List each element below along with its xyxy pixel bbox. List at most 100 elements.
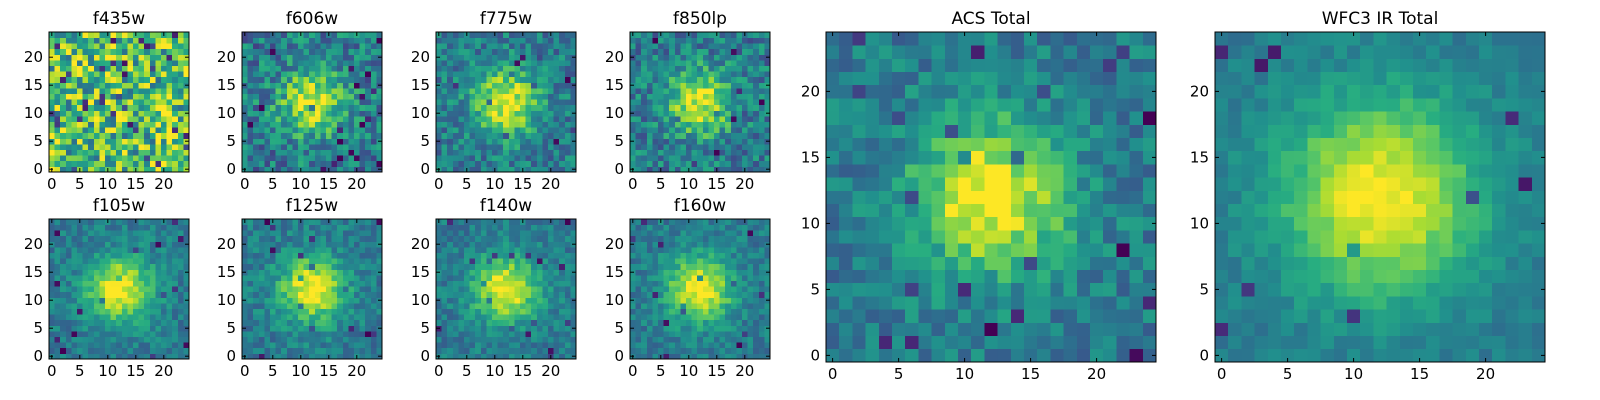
heatmap-cell xyxy=(298,319,304,326)
heatmap-cell xyxy=(536,88,543,94)
heatmap-cell xyxy=(177,252,184,259)
heatmap-cell xyxy=(292,280,299,287)
heatmap-cell xyxy=(1063,150,1078,165)
heatmap-cell xyxy=(286,132,293,139)
heatmap-cell xyxy=(127,32,134,38)
heatmap-cell xyxy=(161,325,167,332)
heatmap-cell xyxy=(742,155,748,162)
heatmap-cell xyxy=(1439,71,1453,86)
heatmap-cell xyxy=(686,48,692,55)
heatmap-cell xyxy=(161,132,167,139)
heatmap-cell xyxy=(320,110,327,117)
heatmap-cell xyxy=(635,93,642,100)
heatmap-cell xyxy=(116,219,123,225)
heatmap-cell xyxy=(630,93,636,100)
heatmap-cell xyxy=(253,104,260,111)
heatmap-cell xyxy=(144,241,151,248)
heatmap-cell xyxy=(149,43,156,50)
heatmap-cell xyxy=(298,93,304,100)
heatmap-cell xyxy=(1320,190,1335,204)
heatmap-cell xyxy=(110,65,117,72)
heatmap-cell xyxy=(65,325,72,332)
heatmap-cell xyxy=(303,82,310,89)
heatmap-cell xyxy=(1228,282,1242,297)
heatmap-cell xyxy=(331,314,338,321)
heatmap-cell xyxy=(127,37,134,44)
heatmap-cell xyxy=(172,353,179,360)
heatmap-cell xyxy=(54,166,61,173)
heatmap-cell xyxy=(342,144,349,150)
heatmap-cell xyxy=(486,132,493,139)
heatmap-cell xyxy=(635,166,642,173)
heatmap-cell xyxy=(370,104,377,111)
heatmap-cell xyxy=(320,127,327,134)
heatmap-cell xyxy=(365,353,372,360)
heatmap-cell xyxy=(553,48,560,55)
heatmap-cell xyxy=(275,155,282,162)
heatmap-cell xyxy=(1050,190,1064,204)
heatmap-cell xyxy=(536,99,543,106)
heatmap-cell xyxy=(1215,256,1229,270)
heatmap-cell xyxy=(65,303,72,309)
heatmap-cell xyxy=(155,54,162,61)
heatmap-cell xyxy=(747,65,754,72)
heatmap-cell xyxy=(508,116,515,122)
heatmap-cell xyxy=(121,269,128,276)
heatmap-cell xyxy=(1294,137,1308,152)
heatmap-cell xyxy=(161,303,167,309)
heatmap-cell xyxy=(725,43,732,50)
heatmap-cell xyxy=(1294,32,1308,46)
heatmap-cell xyxy=(99,247,106,253)
heatmap-cell xyxy=(1307,137,1321,152)
heatmap-cell xyxy=(99,297,106,304)
heatmap-cell xyxy=(77,88,83,94)
heatmap-cell xyxy=(826,256,840,270)
heatmap-cell xyxy=(742,37,748,44)
heatmap-cell xyxy=(303,331,310,337)
heatmap-cell xyxy=(314,82,321,89)
heatmap-cell xyxy=(275,60,282,66)
heatmap-cell xyxy=(348,132,355,139)
heatmap-cell xyxy=(275,110,282,117)
heatmap-cell xyxy=(1347,243,1361,257)
heatmap-cell xyxy=(469,88,476,94)
heatmap-cell xyxy=(1426,58,1440,72)
heatmap-cell xyxy=(1228,98,1242,112)
heatmap-cell xyxy=(314,308,321,315)
heatmap-cell xyxy=(1452,137,1467,152)
heatmap-cell xyxy=(918,190,932,204)
heatmap-cell xyxy=(1399,58,1414,72)
heatmap-cell xyxy=(548,99,554,106)
heatmap-cell xyxy=(1307,124,1321,138)
heatmap-cell xyxy=(918,296,932,310)
heatmap-cell xyxy=(1399,256,1414,270)
heatmap-cell xyxy=(303,325,310,332)
heatmap-cell xyxy=(172,37,179,44)
heatmap-cell xyxy=(264,54,271,61)
heatmap-cell xyxy=(753,144,760,150)
heatmap-cell xyxy=(1360,348,1374,363)
heatmap-cell xyxy=(93,291,100,298)
heatmap-cell xyxy=(984,282,998,297)
heatmap-cell xyxy=(258,65,265,72)
heatmap-cell xyxy=(116,99,123,106)
heatmap-cell xyxy=(1386,58,1401,72)
heatmap-cell xyxy=(365,76,372,83)
heatmap-cell xyxy=(376,71,383,78)
heatmap-cell xyxy=(309,325,316,332)
heatmap-cell xyxy=(49,71,55,78)
heatmap-cell xyxy=(630,65,636,72)
heatmap-cell xyxy=(464,65,470,72)
heatmap-cell xyxy=(447,43,454,50)
heatmap-cell xyxy=(658,144,664,150)
heatmap-cell xyxy=(88,138,95,145)
heatmap-cell xyxy=(60,48,67,55)
heatmap-cell xyxy=(348,65,355,72)
heatmap-cell xyxy=(918,137,932,152)
heatmap-cell xyxy=(348,342,355,349)
heatmap-cell xyxy=(475,166,482,173)
heatmap-cell xyxy=(742,54,748,61)
heatmap-cell xyxy=(54,269,61,276)
heatmap-cell xyxy=(508,82,515,89)
